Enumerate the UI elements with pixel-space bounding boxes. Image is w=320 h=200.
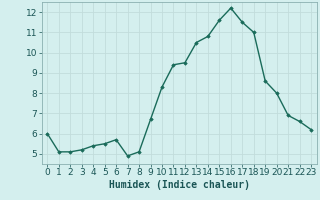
X-axis label: Humidex (Indice chaleur): Humidex (Indice chaleur) xyxy=(109,180,250,190)
